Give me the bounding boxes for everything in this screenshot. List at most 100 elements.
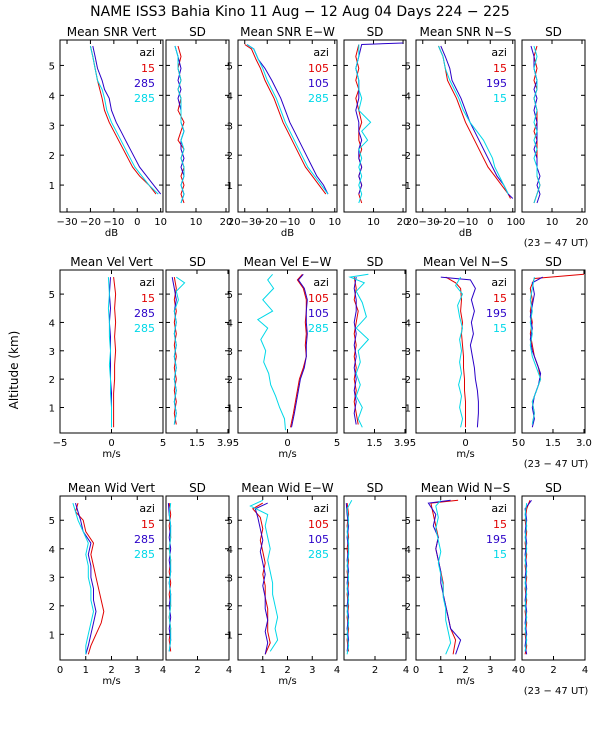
panel-title: Mean SNR E−W bbox=[240, 25, 335, 39]
series-line-105 bbox=[252, 502, 271, 655]
x-tick-label: 3 bbox=[487, 665, 493, 676]
plot-frame bbox=[521, 495, 586, 661]
legend-entry: 195 bbox=[486, 533, 507, 546]
y-tick-label: 5 bbox=[405, 290, 411, 301]
series-line-15 bbox=[533, 45, 541, 204]
x-tick-label: −5 bbox=[53, 438, 68, 449]
legend-entry: 15 bbox=[493, 322, 507, 335]
series-line-15 bbox=[430, 499, 459, 655]
series-line-15 bbox=[435, 499, 452, 655]
y-tick-label: 5 bbox=[405, 516, 411, 527]
x-tick-label: 20−30 bbox=[406, 217, 440, 228]
panel-snr-vert: Mean SNR Vert 1 2 3 4 5 −30 −20 −10 0 10 dB azi 15 285… bbox=[49, 25, 167, 239]
y-tick-label: 2 bbox=[405, 375, 411, 386]
x-axis-label: m/s bbox=[278, 676, 296, 687]
y-tick-label: 1 bbox=[405, 630, 411, 641]
series-line-285 bbox=[355, 44, 372, 204]
y-tick-label: 2 bbox=[227, 602, 233, 613]
x-tick-label: 0 bbox=[57, 665, 63, 676]
altitude-axis-label: Altitude (km) bbox=[7, 331, 21, 410]
y-tick-label: 3 bbox=[227, 573, 233, 584]
panel-vel-vert-sd: SD 1.5 3.95 bbox=[165, 255, 239, 449]
series-line-285 bbox=[246, 44, 329, 195]
x-tick-label: −20 bbox=[80, 217, 101, 228]
panel-title: Mean Wid N−S bbox=[421, 481, 511, 495]
plot-frame bbox=[59, 39, 164, 213]
x-tick-label: 20 bbox=[220, 217, 233, 228]
x-tick-label: 4 bbox=[512, 665, 518, 676]
legend-header: azi bbox=[139, 276, 155, 289]
x-axis-label: m/s bbox=[102, 676, 120, 687]
y-tick-label: 1 bbox=[49, 630, 55, 641]
panel-title: SD bbox=[189, 481, 206, 495]
y-tick-label: 2 bbox=[49, 375, 55, 386]
panel-title: SD bbox=[367, 481, 384, 495]
y-tick-label: 5 bbox=[227, 290, 233, 301]
legend-entry: 15 bbox=[493, 92, 507, 105]
x-tick-label: 2 bbox=[372, 665, 378, 676]
x-tick-label: 1.5 bbox=[545, 438, 561, 449]
series-line-105 bbox=[353, 277, 357, 425]
y-tick-label: 4 bbox=[49, 545, 55, 556]
series-line-15 bbox=[113, 277, 117, 428]
panel-title: SD bbox=[189, 25, 206, 39]
legend-entry: 285 bbox=[134, 77, 155, 90]
x-tick-label: 10 bbox=[328, 217, 341, 228]
x-tick-label: −10 bbox=[457, 217, 478, 228]
series-line-285 bbox=[89, 45, 159, 195]
panel-snr-ew-sd: SD 10 20 bbox=[343, 25, 409, 228]
legend-entry: 15 bbox=[141, 292, 155, 305]
plot-frame bbox=[237, 39, 338, 213]
y-tick-label: 4 bbox=[49, 318, 55, 329]
x-tick-label: 0 bbox=[487, 217, 493, 228]
plot-frame bbox=[343, 495, 407, 661]
series-line-285 bbox=[174, 45, 185, 204]
x-tick-label: 20−30 bbox=[228, 217, 262, 228]
x-axis-label: m/s bbox=[102, 449, 120, 460]
panel-title: Mean Vel Vert bbox=[70, 255, 153, 269]
plot-frame bbox=[165, 495, 230, 661]
x-tick-label: 4 bbox=[160, 665, 166, 676]
panel-vel-vert: Mean Vel Vert 1 2 3 4 5 −5 0 5 m/s azi 15 285 285 bbox=[49, 255, 167, 460]
panel-title: SD bbox=[367, 255, 384, 269]
legend-entry: 15 bbox=[493, 548, 507, 561]
panel-vel-ns-sd: SD 0 1.5 3.0 (23 − 47 UT) bbox=[519, 255, 592, 470]
panel-title: Mean Wid E−W bbox=[241, 481, 334, 495]
legend-entry: 105 bbox=[308, 533, 329, 546]
x-tick-label: 2 bbox=[108, 665, 114, 676]
y-tick-label: 2 bbox=[227, 151, 233, 162]
legend-entry: 285 bbox=[134, 533, 155, 546]
series-line-15 bbox=[74, 502, 105, 655]
time-range-note: (23 − 47 UT) bbox=[524, 686, 589, 697]
y-tick-label: 4 bbox=[49, 91, 55, 102]
x-tick-label: 2 bbox=[550, 665, 556, 676]
series-line-285 bbox=[249, 499, 279, 652]
y-tick-label: 5 bbox=[227, 61, 233, 72]
plot-frame bbox=[165, 269, 230, 434]
series-line-195 bbox=[427, 499, 462, 655]
panel-title: SD bbox=[545, 481, 562, 495]
y-tick-label: 3 bbox=[49, 347, 55, 358]
x-tick-label: −30 bbox=[56, 217, 77, 228]
x-tick-label: 0 bbox=[134, 217, 140, 228]
panel-snr-ew: Mean SNR E−W 1 2 3 4 5 20−30−20 −10 0 10 dB azi 105 1… bbox=[227, 25, 341, 239]
x-tick-label: 4 bbox=[403, 665, 409, 676]
panel-vel-ew: Mean Vel E−W 1 2 3 4 5 0 5 m/s azi 105 105 285 bbox=[227, 255, 341, 460]
legend-entry: 105 bbox=[308, 307, 329, 320]
y-tick-label: 2 bbox=[405, 151, 411, 162]
series-line-285 bbox=[107, 277, 112, 428]
x-tick-label: 2 bbox=[462, 665, 468, 676]
legend-header: azi bbox=[313, 46, 329, 59]
legend-entry: 105 bbox=[308, 292, 329, 305]
x-tick-label: 20 bbox=[576, 217, 589, 228]
x-axis-label: m/s bbox=[456, 676, 474, 687]
y-tick-label: 3 bbox=[405, 347, 411, 358]
x-axis-label: m/s bbox=[278, 449, 296, 460]
x-tick-label: 3.95 bbox=[217, 438, 239, 449]
y-tick-label: 3 bbox=[405, 573, 411, 584]
x-tick-label: 0 bbox=[462, 438, 468, 449]
panel-title: Mean Wid Vert bbox=[68, 481, 155, 495]
plot-frame bbox=[415, 39, 516, 213]
series-line-15 bbox=[438, 45, 511, 199]
x-tick-label: 10 bbox=[546, 217, 559, 228]
